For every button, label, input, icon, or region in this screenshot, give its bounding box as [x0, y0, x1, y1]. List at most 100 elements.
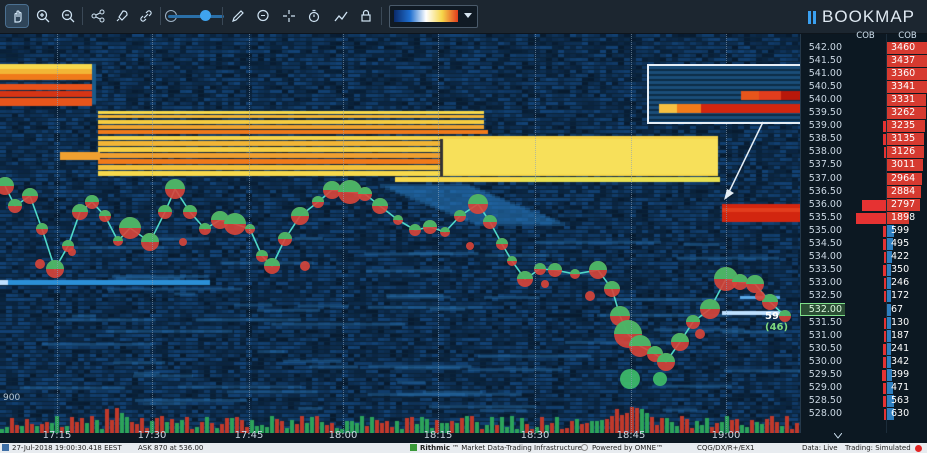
- price-tick: 537.50: [808, 159, 842, 171]
- lock-icon[interactable]: [355, 5, 377, 27]
- cob-value: 172: [891, 290, 910, 302]
- stopwatch-icon[interactable]: [303, 5, 325, 27]
- trade-bubble: [686, 315, 700, 329]
- price-tick: 536.50: [808, 185, 842, 197]
- cob-level-bar: [856, 212, 886, 224]
- trade-bubble: [323, 181, 341, 199]
- time-tick: 18:45: [616, 430, 646, 441]
- zoom-slider-handle[interactable]: [200, 10, 211, 21]
- trade-bubble: [99, 210, 111, 222]
- chevron-down-icon[interactable]: [464, 13, 472, 18]
- time-tick: 17:15: [42, 430, 72, 441]
- chat-bubble-icon[interactable]: [252, 5, 274, 27]
- pencil-icon[interactable]: [227, 5, 249, 27]
- colormap-dropdown[interactable]: [389, 5, 478, 28]
- zoom-slider[interactable]: [168, 15, 224, 18]
- time-tick: 18:15: [423, 430, 453, 441]
- price-tick: 532.00: [800, 302, 847, 316]
- trade-bubble: [454, 210, 466, 222]
- status-ask: ASK 870 at 536.00: [138, 444, 204, 452]
- cob-value: 350: [891, 264, 910, 276]
- trade-bubble: [256, 250, 268, 262]
- trade-bubble: [372, 198, 388, 214]
- cob-value: 471: [891, 382, 910, 394]
- cob-value-bar: [887, 251, 892, 264]
- trade-bubble: [541, 280, 549, 288]
- cob-value-bar: [887, 277, 891, 290]
- trade-bubble: [534, 263, 546, 275]
- share-icon[interactable]: [87, 5, 109, 27]
- rithmic-logo-icon: [410, 444, 417, 451]
- trade-bubble: [409, 224, 421, 236]
- cob-value-bar: [887, 146, 925, 159]
- trade-bubble: [224, 213, 246, 235]
- cob-value: 599: [891, 224, 910, 236]
- price-tick: 529.00: [808, 382, 842, 394]
- price-tick: 528.00: [808, 408, 842, 420]
- zoom-in-icon[interactable]: [32, 5, 54, 27]
- cob-value-bar: [887, 172, 923, 185]
- price-axis[interactable]: 542.00 541.50 541.00 540.50 540.00 539.50 539.…: [800, 34, 847, 433]
- cob-value-bar: [887, 133, 925, 146]
- heatmap-chart[interactable]: 900 59 (46): [0, 34, 800, 433]
- price-tick: 541.50: [808, 54, 842, 66]
- time-axis[interactable]: 17:15 17:30 17:45 18:00 18:15 18:30 18:45 19:00: [0, 430, 800, 443]
- cob-value-bar: [887, 224, 895, 237]
- cob-value: 422: [891, 251, 910, 263]
- price-tick: 534.00: [808, 251, 842, 263]
- hand-pointer-icon[interactable]: [5, 4, 29, 28]
- cob-value: 630: [891, 408, 910, 420]
- price-tick: 532.50: [808, 290, 842, 302]
- line-chart-icon[interactable]: [330, 5, 352, 27]
- price-tick: 535.00: [808, 224, 842, 236]
- cob-level-bar: [884, 147, 886, 159]
- chevron-down-icon[interactable]: [834, 433, 842, 439]
- cob-level-bar: [882, 370, 886, 381]
- cob-header: COB: [856, 31, 875, 41]
- trade-bubble: [199, 223, 211, 235]
- trade-bubble: [291, 207, 309, 225]
- brand-logo: BOOKMAP: [808, 7, 915, 27]
- cob-value: 187: [891, 329, 910, 341]
- cob-value: 3011: [891, 159, 916, 171]
- trade-bubble: [245, 224, 255, 234]
- trade-bubble: [548, 263, 562, 277]
- trade-bubble: [46, 260, 64, 278]
- cob-level-bar: [884, 291, 886, 303]
- cob-value: 342: [891, 355, 910, 367]
- cob-value: 3341: [891, 80, 916, 92]
- price-tick: 531.00: [808, 329, 842, 341]
- cob-value: 3360: [891, 67, 916, 79]
- cob-level-bar: [883, 343, 886, 355]
- cob-level-bar: [884, 317, 886, 329]
- crosshair-icon[interactable]: [278, 5, 300, 27]
- cob-value-bar: [887, 355, 892, 368]
- cob-value-bar: [887, 329, 891, 342]
- cob-value-bar: [887, 316, 891, 329]
- price-tick: 538.50: [808, 133, 842, 145]
- cob-value: 3460: [891, 41, 916, 53]
- price-tick: 542.00: [808, 41, 842, 53]
- cob-value-bar: [887, 290, 891, 303]
- trade-bubble: [700, 299, 720, 319]
- omne-logo-icon: [581, 444, 588, 451]
- cob-value-bar: [887, 185, 922, 198]
- cob-level-bar: [883, 225, 886, 237]
- cob-value: 3331: [891, 93, 916, 105]
- link-icon[interactable]: [135, 5, 157, 27]
- cob-value: 3262: [891, 107, 916, 118]
- time-gridline: [249, 34, 250, 433]
- rithmic-tagline: ™ Market Data-Trading Infrastructure: [452, 444, 582, 452]
- trade-bubble: [358, 187, 372, 201]
- price-tick: 529.50: [808, 369, 842, 380]
- price-tick: 535.50: [808, 211, 842, 223]
- rocket-icon[interactable]: [111, 5, 133, 27]
- price-tick: 537.00: [808, 172, 842, 184]
- cob-level-bar: [884, 278, 886, 290]
- trade-bubble: [732, 274, 748, 290]
- cob-value: 3235: [891, 120, 916, 132]
- cob-value-bar: [887, 238, 893, 250]
- trade-bubbles-layer: [0, 177, 791, 389]
- time-gridline: [726, 34, 727, 433]
- zoom-out-icon[interactable]: [57, 5, 79, 27]
